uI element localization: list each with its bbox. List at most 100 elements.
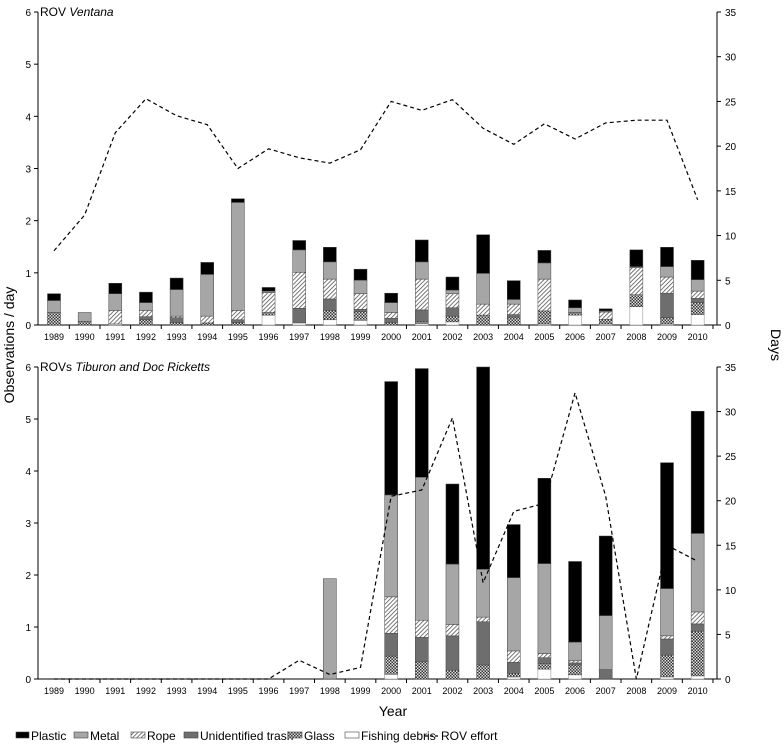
panel-title: ROV Ventana: [40, 5, 114, 19]
bar-unidentified-2009: [660, 292, 674, 318]
bar-plastic-2004: [507, 280, 521, 300]
x-tick-label: 2004: [504, 686, 524, 696]
x-tick-label: 1989: [44, 686, 64, 696]
y2-tick-label: 0: [725, 675, 731, 686]
x-tick-label: 2000: [381, 332, 401, 342]
bar-metal-1999: [353, 279, 368, 294]
bar-glass-2010: [690, 302, 705, 315]
y-tick-label: 2: [25, 217, 31, 228]
bar-fishing-1999: [353, 320, 368, 326]
bar-unidentified-2006: [568, 662, 582, 666]
bar-metal-1989: [47, 300, 61, 313]
bar-metal-2009: [660, 588, 674, 637]
bar-fishing-1997: [292, 322, 306, 326]
effort-line: [54, 390, 698, 680]
bar-unidentified-2009: [660, 638, 674, 656]
bar-rope-2002: [445, 293, 460, 309]
bar-glass-2001: [415, 661, 429, 680]
bar-rope-1994: [200, 315, 214, 324]
legend-label-metal: Metal: [90, 729, 119, 743]
legend-swatch-plastic: [15, 731, 30, 739]
bar-plastic-1995: [231, 198, 245, 203]
x-tick-label: 2007: [596, 332, 616, 342]
bar-rope-1998: [323, 278, 337, 300]
bar-unidentified-1999: [353, 309, 368, 312]
x-tick-label: 2000: [381, 686, 401, 696]
bar-plastic-2001: [415, 239, 429, 263]
legend-label-effort: ROV effort: [441, 729, 498, 743]
bar-fishing-2005: [537, 668, 552, 680]
y2-tick-label: 30: [725, 53, 737, 64]
bar-metal-1997: [292, 249, 306, 273]
bar-unidentified-2004: [507, 314, 521, 318]
bar-rope-2005: [537, 653, 552, 658]
bar-fishing-2000: [384, 674, 398, 680]
bar-unidentified-2003: [476, 621, 490, 666]
x-tick-label: 1995: [228, 332, 248, 342]
bar-unidentified-2001: [415, 637, 429, 663]
bar-plastic-2001: [415, 368, 429, 478]
y-tick-label: 5: [25, 415, 31, 426]
bar-rope-2003: [476, 303, 490, 316]
bar-rope-2010: [690, 611, 705, 625]
bar-metal-1993: [169, 289, 184, 317]
bar-metal-2001: [415, 476, 429, 621]
bar-unidentified-1992: [139, 316, 153, 321]
x-tick-label: 2002: [442, 686, 462, 696]
bar-rope-2006: [568, 660, 582, 664]
x-tick-label: 2003: [473, 332, 493, 342]
y2-tick-label: 35: [725, 8, 737, 19]
y2-tick-label: 5: [725, 276, 731, 287]
bar-rope-2003: [476, 616, 490, 623]
x-tick-label: 1998: [320, 332, 340, 342]
bar-glass-1999: [353, 311, 368, 321]
y-tick-label: 0: [25, 675, 31, 686]
x-tick-label: 1993: [167, 686, 187, 696]
x-tick-label: 2008: [626, 332, 646, 342]
bar-plastic-2002: [445, 483, 460, 565]
bar-glass-2009: [660, 317, 674, 325]
bar-metal-2006: [568, 307, 582, 313]
bar-fishing-2010: [690, 675, 705, 680]
y-tick-label: 3: [25, 165, 31, 176]
legend-label-plastic: Plastic: [31, 729, 66, 743]
x-tick-label: 1994: [197, 686, 217, 696]
bar-glass-1995: [231, 322, 245, 326]
bar-metal-1992: [139, 302, 153, 311]
bar-glass-2004: [507, 673, 521, 678]
bar-unidentified-1995: [231, 319, 245, 323]
bar-metal-2005: [537, 563, 552, 654]
legend-swatch-metal: [73, 731, 89, 739]
bar-unidentified-1997: [292, 308, 306, 324]
x-tick-label: 2004: [504, 332, 524, 342]
bar-rope-2009: [660, 276, 674, 294]
title-italic-text: Ventana: [69, 5, 114, 19]
legend-swatch-fishing: [344, 731, 360, 739]
x-tick-label: 1991: [105, 686, 125, 696]
y2-tick-label: 0: [725, 321, 731, 332]
x-tick-label: 1997: [289, 686, 309, 696]
y-tick-label: 6: [25, 363, 31, 374]
x-tick-label: 1991: [105, 332, 125, 342]
bar-glass-2005: [537, 663, 552, 670]
bar-unidentified-1998: [323, 298, 337, 311]
y-tick-label: 4: [25, 112, 31, 123]
y2-tick-label: 25: [725, 452, 737, 463]
panel-2: ROVs Tiburon and Doc Ricketts 0 1 2 3 4 5 6 0 5 10…: [25, 360, 736, 696]
bar-glass-1992: [139, 319, 153, 326]
bar-rope-2010: [690, 290, 705, 299]
bar-glass-1996: [261, 312, 276, 316]
y2-tick-label: 10: [725, 232, 737, 243]
x-tick-label: 1990: [75, 332, 95, 342]
bar-rope-2004: [507, 650, 521, 663]
bar-plastic-2005: [537, 250, 552, 264]
bar-glass-2001: [415, 321, 429, 324]
bar-glass-2009: [660, 654, 674, 678]
bar-glass-2000: [384, 322, 398, 326]
x-tick-label: 2010: [688, 686, 708, 696]
x-tick-label: 1989: [44, 332, 64, 342]
y2-tick-label: 15: [725, 187, 737, 198]
bar-rope-1996: [261, 292, 276, 313]
legend-label-rope: Rope: [147, 729, 176, 743]
